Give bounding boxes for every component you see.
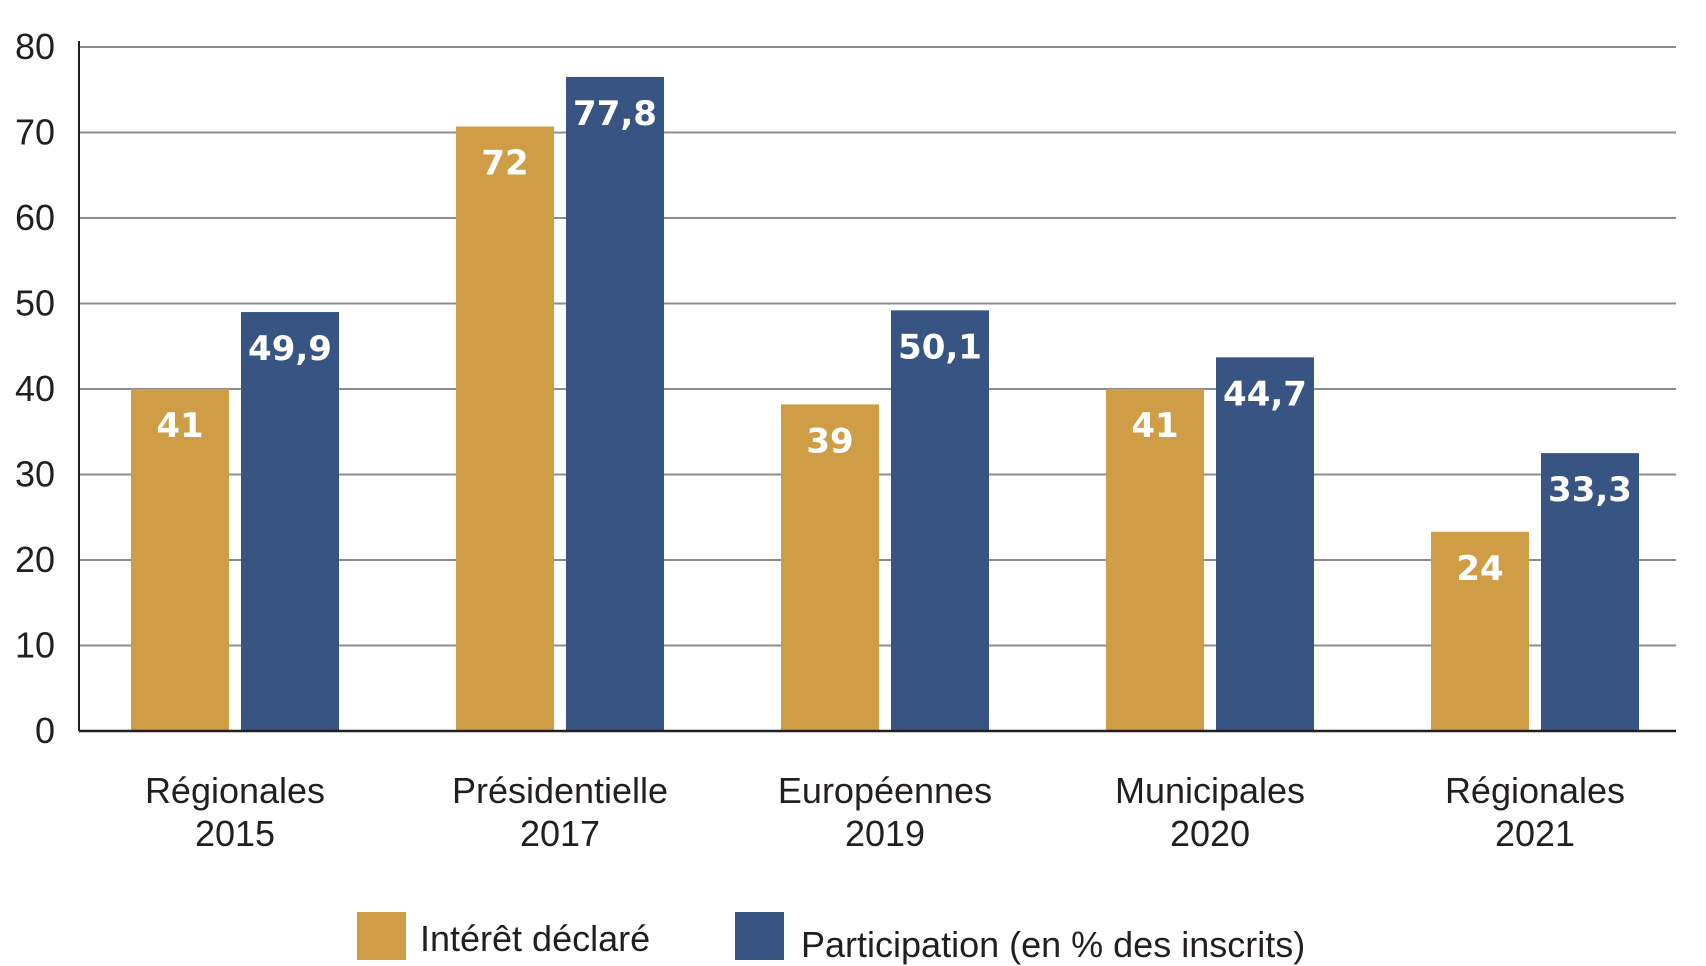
bar-participation-0 xyxy=(241,312,339,731)
category-label: Régionales xyxy=(145,770,325,811)
y-tick-label: 70 xyxy=(15,112,55,153)
bar-interet-0 xyxy=(131,389,229,731)
category-label: Présidentielle xyxy=(452,770,668,811)
bar-participation-2 xyxy=(891,310,989,731)
data-label: 41 xyxy=(1131,406,1178,446)
data-label: 39 xyxy=(806,421,853,461)
category-label: 2021 xyxy=(1495,813,1575,854)
data-label: 77,8 xyxy=(573,94,657,134)
legend-label-0: Intérêt déclaré xyxy=(420,918,650,959)
category-label: 2019 xyxy=(845,813,925,854)
x-axis-categories: Régionales2015Présidentielle2017Européen… xyxy=(145,770,1625,854)
bar-interet-2 xyxy=(781,404,879,731)
bar-participation-1 xyxy=(566,76,664,732)
category-label: Européennes xyxy=(778,770,992,811)
category-label: 2015 xyxy=(195,813,275,854)
legend-label-1: Participation (en % des inscrits) xyxy=(801,924,1305,965)
category-label: Municipales xyxy=(1115,770,1305,811)
data-label: 41 xyxy=(156,406,203,446)
y-tick-label: 50 xyxy=(15,283,55,324)
bars: 41 72 39 41 24 49,9 77,8 50,1 44,7 33,3 xyxy=(131,76,1639,732)
bar-interet-1 xyxy=(456,126,554,731)
legend: Intérêt déclaré Participation (en % des i… xyxy=(357,912,1305,965)
category-label: 2020 xyxy=(1170,813,1250,854)
category-label: Régionales xyxy=(1445,770,1625,811)
data-label: 50,1 xyxy=(898,327,982,367)
bar-interet-3 xyxy=(1106,389,1204,731)
data-label: 49,9 xyxy=(248,329,332,369)
y-axis-ticks: 0 10 20 30 40 50 60 70 80 xyxy=(15,26,55,751)
bar-interet-4 xyxy=(1431,531,1529,731)
data-label: 44,7 xyxy=(1223,374,1307,414)
y-tick-label: 20 xyxy=(15,539,55,580)
category-label: 2017 xyxy=(520,813,600,854)
legend-swatch-0 xyxy=(357,912,406,960)
bar-participation-3 xyxy=(1216,357,1314,731)
y-tick-label: 60 xyxy=(15,197,55,238)
data-label: 72 xyxy=(481,144,528,184)
legend-swatch-1 xyxy=(735,912,784,960)
y-tick-label: 80 xyxy=(15,26,55,67)
y-tick-label: 40 xyxy=(15,368,55,409)
data-label: 33,3 xyxy=(1548,470,1632,510)
y-tick-label: 0 xyxy=(35,710,55,751)
axes xyxy=(78,41,1676,733)
bar-participation-4 xyxy=(1541,453,1639,731)
data-label: 24 xyxy=(1456,549,1503,589)
y-tick-label: 10 xyxy=(15,625,55,666)
y-tick-label: 30 xyxy=(15,454,55,495)
